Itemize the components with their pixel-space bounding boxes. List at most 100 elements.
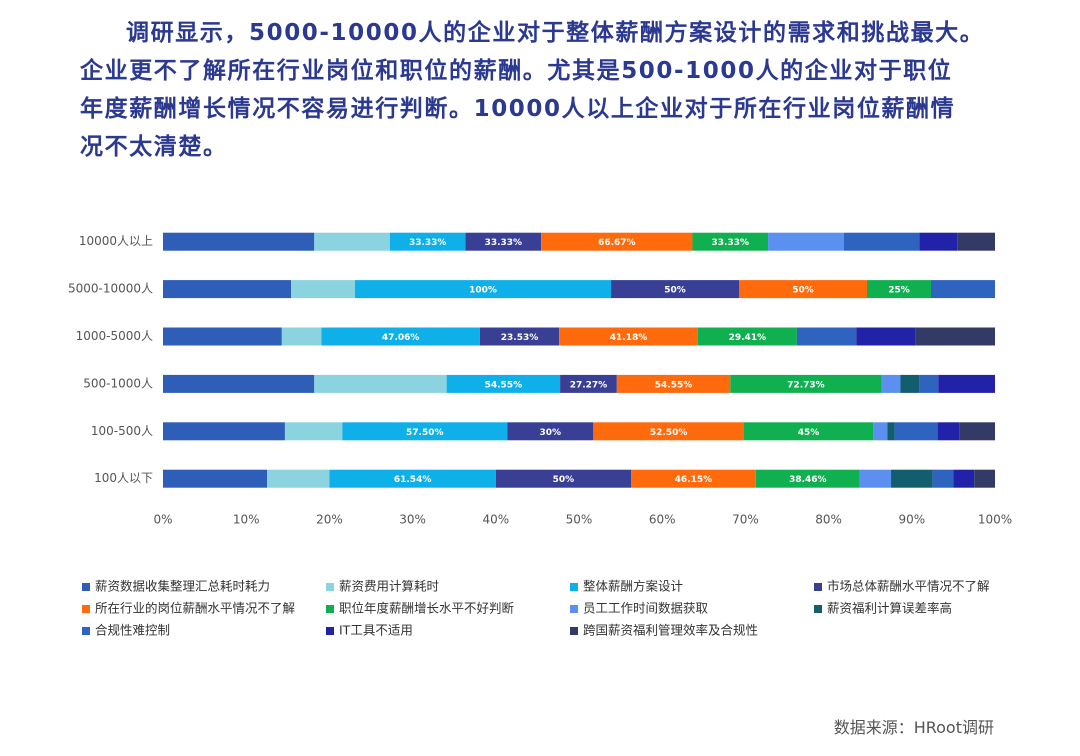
- bar-segment: [931, 280, 995, 299]
- legend-swatch: [814, 605, 822, 613]
- bar-segment: [495, 469, 632, 488]
- bar-segment: [768, 232, 844, 251]
- bar-segment: [932, 469, 954, 488]
- bar-segment: [541, 232, 693, 251]
- legend-swatch: [82, 583, 90, 591]
- value-label: 23.53%: [501, 333, 539, 343]
- intro-line: 调研显示，5000-10000人的企业对于整体薪酬方案设计的需求和挑战最大。: [126, 20, 985, 46]
- legend-label: 跨国薪资福利管理效率及合规性: [583, 623, 758, 638]
- legend-label: 合规性难控制: [95, 623, 170, 638]
- bar-segment: [843, 232, 920, 251]
- bar-segment: [163, 232, 315, 251]
- bar-segment: [559, 327, 698, 346]
- value-label: 57.50%: [406, 428, 444, 438]
- bar-segment: [796, 327, 857, 346]
- bar-segment: [919, 374, 939, 393]
- bar-segment: [593, 422, 744, 441]
- bar-segment: [692, 232, 769, 251]
- x-tick-label: 50%: [566, 513, 593, 527]
- bar-segment: [953, 469, 975, 488]
- bar-segment: [873, 422, 888, 441]
- value-label: 45%: [798, 428, 820, 438]
- value-label: 52.50%: [650, 428, 688, 438]
- bar-segment: [314, 232, 390, 251]
- x-tick-label: 20%: [316, 513, 343, 527]
- bar-segment: [163, 374, 315, 393]
- bar-segment: [755, 469, 860, 488]
- value-label: 54.55%: [655, 380, 693, 390]
- y-tick-label: 500-1000人: [83, 376, 153, 390]
- value-label: 33.33%: [712, 238, 750, 248]
- bar-segment: [974, 469, 995, 488]
- legend-swatch: [326, 627, 334, 635]
- x-tick-label: 40%: [482, 513, 509, 527]
- value-label: 72.73%: [787, 380, 825, 390]
- bar-segment: [739, 280, 867, 299]
- legend-label: 整体薪酬方案设计: [583, 579, 683, 594]
- legend-swatch: [82, 627, 90, 635]
- intro-line: 企业更不了解所在行业岗位和职位的薪酬。尤其是500-1000人的企业对于职位: [80, 58, 953, 84]
- bar-segment: [887, 422, 895, 441]
- legend-swatch: [570, 605, 578, 613]
- legend-swatch: [326, 583, 334, 591]
- legend-swatch: [570, 583, 578, 591]
- bar-segment: [284, 422, 343, 441]
- x-tick-label: 10%: [233, 513, 260, 527]
- bar-segment: [900, 374, 920, 393]
- x-tick-label: 80%: [815, 513, 842, 527]
- value-label: 33.33%: [485, 238, 523, 248]
- value-label: 47.06%: [382, 333, 420, 343]
- value-label: 61.54%: [394, 475, 432, 485]
- value-label: 25%: [888, 286, 910, 296]
- y-tick-label: 1000-5000人: [76, 329, 153, 343]
- x-tick-label: 70%: [732, 513, 759, 527]
- source: 数据来源：HRoot调研: [833, 718, 994, 737]
- legend-label: 薪资费用计算耗时: [339, 579, 440, 594]
- bar-segment: [267, 469, 330, 488]
- bar-segment: [631, 469, 756, 488]
- legend-swatch: [570, 627, 578, 635]
- bar-segment: [730, 374, 882, 393]
- intro-line: 况不太清楚。: [80, 134, 228, 160]
- bar-segment: [446, 374, 561, 393]
- y-tick-label: 10000人以上: [79, 234, 153, 248]
- bar-segment: [697, 327, 797, 346]
- legend-swatch: [326, 605, 334, 613]
- intro: 调研显示，5000-10000人的企业对于整体薪酬方案设计的需求和挑战最大。 企…: [80, 14, 1020, 166]
- bar-segment: [479, 327, 560, 346]
- y-tick-label: 100-500人: [91, 424, 153, 438]
- value-label: 66.67%: [598, 238, 636, 248]
- value-label: 29.41%: [729, 333, 767, 343]
- bar-segment: [389, 232, 466, 251]
- value-label: 27.27%: [570, 380, 608, 390]
- x-tick-label: 60%: [649, 513, 676, 527]
- bar-segment: [937, 422, 960, 441]
- bar-segment: [919, 232, 958, 251]
- bar-segment: [163, 327, 282, 346]
- bar-segment: [611, 280, 739, 299]
- y-tick-label: 100人以下: [94, 471, 153, 485]
- bar-segment: [314, 374, 447, 393]
- bar-segment: [507, 422, 594, 441]
- value-label: 33.33%: [409, 238, 447, 248]
- bar-segment: [281, 327, 322, 346]
- legend-label: 薪资福利计算误差率高: [827, 601, 952, 616]
- legend-label: IT工具不适用: [339, 623, 413, 638]
- value-label: 38.46%: [789, 475, 827, 485]
- legend-label: 薪资数据收集整理汇总耗时耗力: [95, 579, 270, 594]
- bar-segment: [163, 280, 291, 299]
- value-label: 50%: [553, 475, 575, 485]
- legend-label: 职位年度薪酬增长水平不好判断: [339, 601, 514, 616]
- legend-swatch: [814, 583, 822, 591]
- bar-segment: [856, 327, 916, 346]
- legend-label: 所在行业的岗位薪酬水平情况不了解: [95, 601, 295, 616]
- intro-line: 年度薪酬增长情况不容易进行判断。10000人以上企业对于所在行业岗位薪酬情: [80, 96, 956, 122]
- y-tick-label: 5000-10000人: [68, 282, 153, 296]
- value-label: 41.18%: [610, 333, 648, 343]
- bar-segment: [867, 280, 931, 299]
- x-tick-label: 0%: [153, 513, 172, 527]
- value-label: 50%: [664, 286, 686, 296]
- bar-segment: [321, 327, 480, 346]
